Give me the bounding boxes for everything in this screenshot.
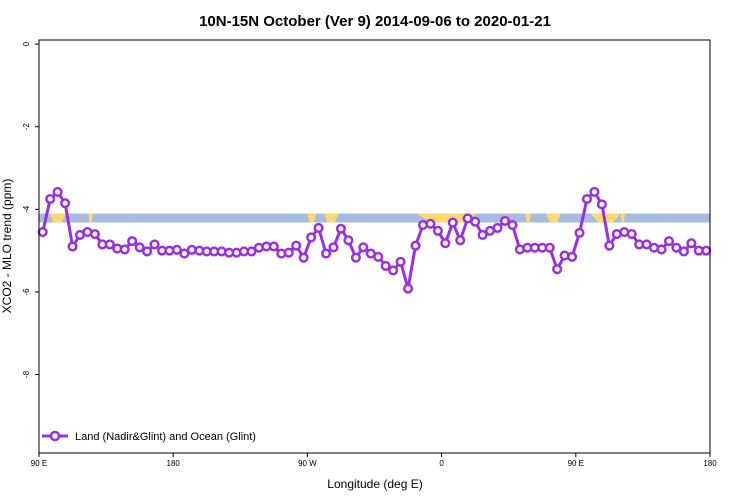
y-axis: 0 -2 -4 -6 -8 — [22, 41, 39, 378]
data-point-68 — [544, 242, 555, 253]
x-tick-label-4: 90 E — [568, 459, 584, 468]
data-point-33 — [283, 247, 294, 258]
x-axis-label: Longitude (deg E) — [327, 477, 422, 491]
series-line-0 — [41, 190, 707, 291]
data-point-15 — [149, 239, 160, 250]
data-point-37 — [313, 222, 324, 233]
data-point-62 — [499, 215, 511, 226]
data-point-54 — [440, 238, 451, 249]
y-tick-label-4: -8 — [22, 370, 31, 378]
data-point-73 — [581, 193, 593, 205]
data-point-58 — [470, 216, 481, 227]
data-point-74 — [589, 186, 600, 198]
data-point-83 — [656, 244, 667, 255]
data-point-59 — [477, 229, 488, 240]
data-point-11 — [119, 244, 130, 255]
data-point-75 — [596, 199, 607, 210]
land-span-0 — [49, 213, 66, 223]
data-point-42 — [350, 252, 361, 263]
y-tick-label-1: -2 — [22, 123, 31, 131]
data-point-1 — [45, 193, 56, 205]
data-point-0 — [37, 226, 48, 238]
data-point-76 — [604, 240, 615, 251]
data-point-14 — [142, 246, 153, 257]
data-point-52 — [425, 218, 436, 229]
data-point-47 — [388, 265, 399, 276]
data-point-9 — [104, 239, 115, 250]
y-tick-label-0: 0 — [22, 41, 31, 46]
data-point-41 — [343, 235, 354, 246]
data-point-13 — [134, 242, 145, 253]
data-point-38 — [320, 248, 332, 259]
data-point-86 — [678, 246, 689, 257]
data-point-12 — [127, 236, 138, 247]
legend-point-marker — [49, 430, 61, 442]
y-tick-label-2: -4 — [22, 205, 31, 213]
data-point-63 — [507, 219, 518, 231]
data-point-18 — [171, 244, 182, 255]
data-point-61 — [492, 222, 503, 233]
data-point-72 — [574, 227, 585, 238]
data-point-87 — [686, 238, 697, 249]
data-point-84 — [663, 236, 675, 247]
land-span-5 — [525, 213, 532, 223]
x-tick-label-3: 0 — [439, 459, 444, 468]
chart-title: 10N-15N October (Ver 9) 2014-09-06 to 20… — [199, 13, 551, 30]
x-axis: 90 E 180 90 W 0 90 E 180 — [31, 453, 717, 468]
land-span-3 — [323, 213, 339, 223]
data-point-34 — [291, 240, 302, 251]
y-axis-label: XCO2 - MLO trend (ppm) — [0, 179, 14, 314]
data-point-28 — [246, 246, 257, 257]
x-tick-label-5: 180 — [703, 459, 717, 468]
data-point-69 — [552, 264, 563, 275]
data-point-49 — [403, 283, 414, 294]
data-point-56 — [455, 235, 466, 246]
legend: Land (Nadir&Glint) and Ocean (Glint) — [42, 430, 256, 443]
y-tick-label-3: -6 — [22, 288, 31, 296]
data-point-36 — [306, 232, 317, 243]
data-point-45 — [373, 251, 384, 262]
data-point-89 — [701, 245, 712, 256]
land-span-1 — [88, 213, 93, 223]
land-span-8 — [620, 213, 626, 223]
land-span-2 — [307, 213, 317, 223]
x-tick-label-1: 180 — [167, 459, 181, 468]
ocean-band — [39, 213, 710, 223]
data-point-7 — [89, 229, 100, 240]
plot-frame — [38, 39, 711, 454]
data-point-43 — [358, 242, 369, 253]
data-point-53 — [432, 225, 443, 236]
data-point-4 — [67, 241, 78, 252]
data-point-2 — [52, 186, 63, 198]
x-tick-label-2: 90 W — [298, 459, 317, 468]
data-point-71 — [567, 251, 578, 262]
data-point-39 — [328, 242, 339, 253]
data-point-48 — [395, 256, 406, 267]
data-point-50 — [410, 240, 421, 251]
land-span-6 — [545, 213, 561, 223]
data-point-35 — [298, 252, 309, 263]
data-point-31 — [268, 241, 279, 252]
data-point-46 — [380, 260, 391, 271]
data-point-40 — [335, 223, 347, 234]
data-point-79 — [626, 229, 637, 240]
data-point-3 — [60, 198, 71, 209]
x-tick-label-0: 90 E — [31, 459, 47, 468]
data-point-55 — [447, 217, 458, 228]
legend-label: Land (Nadir&Glint) and Ocean (Glint) — [75, 431, 256, 443]
plot-area — [37, 186, 712, 294]
data-point-19 — [179, 248, 190, 259]
data-point-85 — [671, 242, 682, 253]
